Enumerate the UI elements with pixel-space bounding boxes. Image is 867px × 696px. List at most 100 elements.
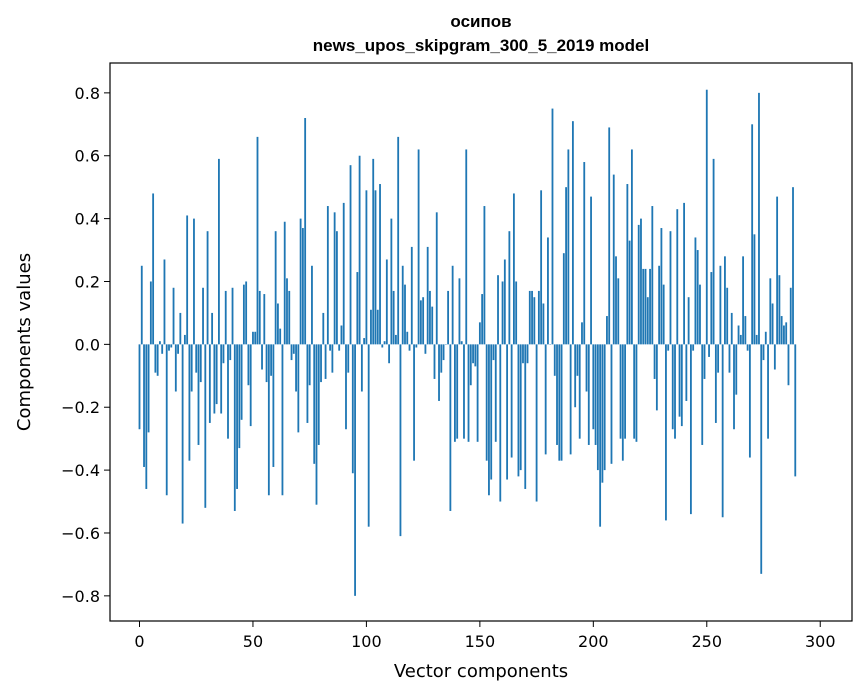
bar-272	[755, 334, 758, 345]
bar-40	[229, 344, 232, 361]
bar-183	[553, 344, 556, 376]
bar-12	[165, 344, 168, 496]
bar-175	[535, 344, 538, 502]
bar-203	[599, 344, 602, 527]
bar-84	[329, 344, 332, 351]
bar-130	[433, 344, 436, 379]
bar-32	[211, 312, 214, 345]
bar-21	[186, 215, 189, 345]
bar-239	[680, 344, 683, 427]
bar-101	[367, 344, 370, 527]
bar-197	[585, 344, 588, 392]
bar-71	[299, 218, 302, 345]
bar-36	[220, 344, 223, 414]
bar-87	[336, 231, 338, 345]
bar-243	[689, 344, 692, 515]
bar-170	[524, 344, 527, 489]
bar-287	[789, 287, 792, 345]
bar-120	[410, 246, 413, 345]
bar-45	[240, 344, 243, 420]
bar-49	[249, 344, 252, 427]
x-tick-label: 0	[134, 632, 144, 651]
bar-225	[649, 268, 651, 345]
bar-62	[279, 328, 282, 345]
bar-198	[587, 344, 590, 445]
bar-191	[571, 121, 574, 345]
bar-176	[537, 290, 540, 345]
bar-144	[465, 149, 468, 345]
bar-189	[567, 149, 570, 345]
bar-233	[667, 344, 670, 351]
chart-title: осипов	[450, 12, 511, 31]
bar-79	[317, 344, 320, 445]
bar-122	[415, 344, 418, 348]
bar-138	[451, 265, 454, 345]
bar-127	[426, 246, 429, 345]
bar-276	[764, 331, 767, 345]
bar-246	[696, 250, 699, 345]
bar-226	[651, 206, 654, 345]
bar-89	[340, 325, 343, 345]
bar-202	[596, 344, 599, 471]
bar-224	[646, 297, 649, 345]
bar-99	[363, 338, 366, 345]
bar-186	[560, 344, 563, 461]
bar-172	[528, 290, 531, 345]
bar-60	[274, 231, 277, 345]
bar-283	[780, 316, 783, 345]
bar-229	[658, 265, 661, 345]
bar-169	[522, 344, 524, 364]
bar-2	[143, 344, 145, 467]
bar-18	[179, 312, 182, 345]
bar-238	[678, 344, 681, 417]
bar-102	[370, 309, 372, 345]
bar-171	[526, 344, 529, 364]
bar-52	[256, 136, 259, 345]
bar-281	[776, 196, 779, 345]
bar-39	[227, 344, 229, 439]
bar-75	[308, 344, 311, 386]
y-tick-label: 0.2	[75, 272, 100, 291]
bar-279	[771, 303, 774, 345]
bar-124	[419, 300, 422, 345]
bar-182	[551, 108, 554, 345]
y-tick-label: 0.4	[75, 210, 100, 229]
bar-56	[265, 344, 268, 383]
bar-93	[349, 165, 352, 345]
bar-108	[383, 341, 386, 345]
bar-220	[637, 224, 640, 345]
bar-109	[385, 259, 388, 345]
bar-157	[494, 344, 497, 442]
bar-199	[590, 196, 592, 345]
bar-158	[497, 275, 499, 345]
bar-251	[708, 344, 710, 357]
bar-42	[233, 344, 236, 511]
bar-118	[406, 331, 409, 345]
bar-107	[381, 344, 384, 348]
bar-162	[506, 344, 509, 480]
bar-278	[769, 278, 772, 345]
bar-196	[583, 162, 586, 345]
bar-154	[488, 344, 490, 496]
bar-67	[290, 344, 293, 361]
bar-51	[254, 331, 257, 345]
bar-57	[267, 344, 270, 496]
bar-9	[159, 341, 161, 345]
x-tick-label: 50	[243, 632, 263, 651]
bar-146	[469, 344, 472, 386]
bar-289	[794, 344, 797, 477]
bar-159	[499, 344, 502, 502]
bar-70	[297, 344, 300, 433]
bar-131	[435, 212, 438, 345]
bar-188	[565, 187, 567, 345]
bar-284	[783, 325, 785, 345]
bar-80	[320, 344, 322, 383]
bar-190	[569, 344, 572, 455]
plot-area-frame	[109, 62, 853, 622]
bar-285	[785, 322, 788, 345]
bar-25	[195, 344, 198, 373]
bar-97	[358, 155, 361, 345]
bar-4	[147, 344, 150, 433]
bar-241	[685, 344, 688, 401]
